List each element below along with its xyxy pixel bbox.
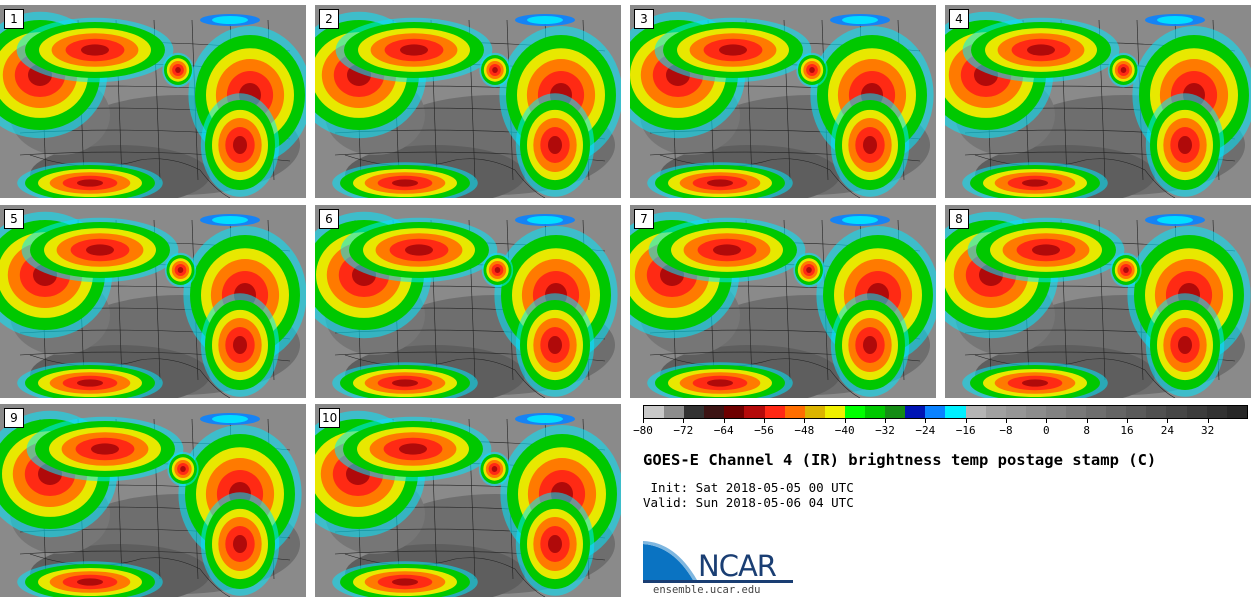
panel-number-label: 4: [949, 9, 969, 29]
colorbar-swatch: [945, 406, 966, 418]
colorbar-swatch: [1206, 406, 1227, 418]
colorbar-swatch: [1086, 406, 1107, 418]
colorbar-tick: [643, 419, 644, 423]
panel-number-label: 5: [4, 209, 24, 229]
panel-number-label: 2: [319, 9, 339, 29]
colorbar-tick-label: 0: [1043, 424, 1050, 437]
colorbar-tick-label: −48: [794, 424, 815, 437]
colorbar-tick-label: −32: [875, 424, 895, 437]
colorbar-tick-label: −24: [915, 424, 936, 437]
colorbar-tick: [925, 419, 927, 423]
colorbar-tick-label: 32: [1201, 424, 1215, 437]
colorbar-swatch: [844, 406, 866, 418]
colorbar-tick: [885, 419, 886, 423]
postage-stamp-panel: 6: [315, 205, 621, 398]
colorbar-tick: [723, 419, 725, 423]
satellite-map: [315, 5, 621, 198]
panel-number-label: 7: [634, 209, 654, 229]
colorbar-swatch: [1045, 406, 1066, 418]
colorbar-swatch: [824, 406, 845, 418]
figure-title: GOES-E Channel 4 (IR) brightness temp po…: [643, 451, 1157, 469]
colorbar-tick-label: 16: [1120, 424, 1134, 437]
postage-stamp-panel: 2: [315, 5, 621, 198]
colorbar-tick: [683, 419, 685, 423]
colorbar-tick: [1046, 419, 1048, 423]
colorbar-tick: [1086, 419, 1088, 423]
panel-number-label: 10: [319, 408, 341, 428]
colorbar-swatch: [1146, 406, 1167, 418]
panel-number-label: 1: [4, 9, 24, 29]
colorbar-swatch: [1106, 406, 1127, 418]
postage-stamp-panel: 5: [0, 205, 306, 398]
colorbar-swatch: [925, 406, 946, 418]
postage-stamp-panel: 1: [0, 5, 306, 198]
satellite-map: [0, 404, 306, 597]
postage-stamp-panel: 3: [630, 5, 936, 198]
colorbar-tick-label: −40: [834, 424, 855, 437]
panel-number-label: 6: [319, 209, 339, 229]
colorbar-swatch: [1126, 406, 1147, 418]
colorbar-swatch: [865, 406, 886, 418]
panel-number-label: 9: [4, 408, 24, 428]
colorbar-swatch: [724, 406, 745, 418]
satellite-map: [315, 404, 621, 597]
colorbar-swatch: [905, 406, 926, 418]
colorbar-ticks: −80 −72 −64 −56 −48 −40 −32 −24 −16 −8 0 8 16 24 32: [633, 419, 1248, 441]
colorbar-tick: [1127, 419, 1128, 423]
colorbar-tick: [804, 419, 806, 423]
colorbar-swatch: [985, 406, 1006, 418]
colorbar-tick-label: −72: [673, 424, 694, 437]
colorbar-swatch: [1005, 406, 1026, 418]
valid-time: Valid: Sun 2018-05-06 04 UTC: [643, 495, 854, 510]
colorbar-swatch: [1226, 406, 1247, 418]
colorbar-tick-label: −64: [713, 424, 734, 437]
colorbar-tick-label: −16: [955, 424, 976, 437]
colorbar-swatch: [1166, 406, 1187, 418]
colorbar-tick: [844, 419, 846, 423]
colorbar-tick: [764, 419, 765, 423]
colorbar: [643, 405, 1248, 419]
ncar-logo-icon: [643, 541, 793, 583]
colorbar-swatch: [744, 406, 765, 418]
satellite-map: [315, 205, 621, 398]
colorbar-swatch: [704, 406, 725, 418]
satellite-map: [945, 5, 1251, 198]
colorbar-swatch: [1186, 406, 1207, 418]
satellite-map: [0, 205, 306, 398]
colorbar-tick: [1006, 419, 1007, 423]
colorbar-swatch: [664, 406, 685, 418]
colorbar-tick-label: −8: [999, 424, 1013, 437]
colorbar-tick-label: 8: [1083, 424, 1090, 437]
colorbar-tick-label: −56: [754, 424, 774, 437]
panel-number-label: 3: [634, 9, 654, 29]
colorbar-swatch: [1025, 406, 1046, 418]
postage-stamp-panel: 10: [315, 404, 621, 597]
colorbar-tick: [965, 419, 967, 423]
colorbar-swatch: [684, 406, 705, 418]
colorbar-swatch: [644, 406, 665, 418]
satellite-map: [630, 5, 936, 198]
colorbar-tick: [1207, 419, 1209, 423]
ncar-logo-text: NCAR: [698, 549, 777, 583]
panel-number-label: 8: [949, 209, 969, 229]
satellite-map: [630, 205, 936, 398]
colorbar-swatch: [965, 406, 986, 418]
colorbar-swatch: [784, 406, 805, 418]
satellite-map: [945, 205, 1251, 398]
init-time: Init: Sat 2018-05-05 00 UTC: [643, 480, 854, 495]
colorbar-swatch: [1065, 406, 1087, 418]
postage-stamp-panel: 4: [945, 5, 1251, 198]
colorbar-swatch: [804, 406, 825, 418]
colorbar-tick: [1167, 419, 1169, 423]
colorbar-tick-label: 24: [1160, 424, 1174, 437]
satellite-map: [0, 5, 306, 198]
postage-stamp-panel: 8: [945, 205, 1251, 398]
postage-stamp-panel: 7: [630, 205, 936, 398]
website-url: ensemble.ucar.edu: [653, 584, 761, 596]
postage-stamp-panel: 9: [0, 404, 306, 597]
colorbar-swatch: [764, 406, 785, 418]
colorbar-swatch: [885, 406, 906, 418]
colorbar-tick-label: −80: [633, 424, 653, 437]
